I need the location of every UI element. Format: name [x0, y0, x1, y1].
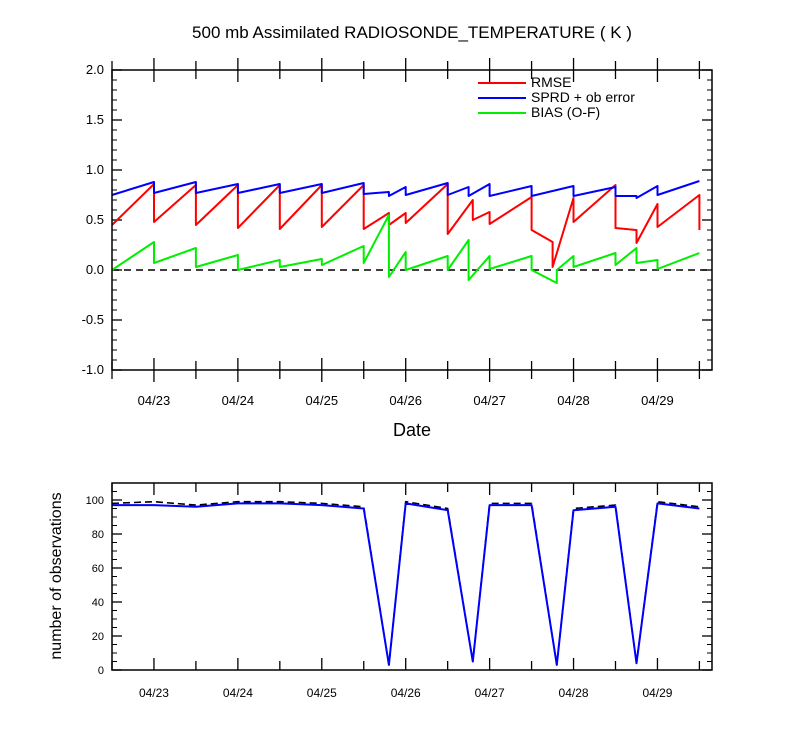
main-x-tick-label: 04/25	[306, 393, 339, 408]
observations-chart-ticks	[111, 482, 712, 671]
main-x-tick-label: 04/28	[557, 393, 590, 408]
obs-x-tick-label: 04/29	[642, 686, 672, 700]
main-y-tick-label: -1.0	[82, 362, 104, 377]
main-series-rmse	[111, 183, 701, 268]
observations-chart-frame	[111, 482, 713, 671]
main-x-tick-label: 04/24	[222, 393, 255, 408]
observations-chart-y-tick-labels: 0 20 40 60 80 100	[86, 495, 104, 677]
main-x-tick-label: 04/29	[641, 393, 674, 408]
legend-label-sprd: SPRD + ob error	[531, 89, 635, 105]
main-y-tick-label: 0.5	[86, 212, 104, 227]
main-chart-frame	[111, 69, 713, 371]
main-x-tick-label: 04/23	[138, 393, 171, 408]
x-axis-label: Date	[393, 420, 431, 440]
main-chart-series	[111, 180, 701, 284]
obs-y-tick-label: 0	[98, 665, 104, 677]
chart-title: 500 mb Assimilated RADIOSONDE_TEMPERATUR…	[192, 23, 632, 42]
main-series-bias-o-f	[111, 214, 700, 284]
main-chart-x-tick-labels: 04/23 04/24 04/25 04/26 04/27 04/28 04/29	[138, 393, 674, 408]
obs-x-tick-label: 04/25	[307, 686, 337, 700]
legend-label-rmse: RMSE	[531, 74, 571, 90]
main-chart-y-tick-labels: -1.0 -0.5 0.0 0.5 1.0 1.5 2.0	[82, 62, 104, 377]
observations-chart-series	[111, 500, 700, 666]
obs-y-tick-label: 20	[92, 631, 104, 643]
main-x-tick-label: 04/27	[473, 393, 506, 408]
legend-label-bias: BIAS (O-F)	[531, 104, 600, 120]
obs-series-observations	[111, 500, 700, 666]
obs-y-tick-label: 100	[86, 495, 104, 507]
obs-x-tick-label: 04/24	[223, 686, 253, 700]
y-axis-label: number of observations	[48, 492, 65, 659]
obs-x-tick-label: 04/26	[391, 686, 421, 700]
main-series-sprd-ob-error	[111, 180, 700, 199]
obs-y-tick-label: 60	[92, 563, 104, 575]
obs-y-tick-label: 80	[92, 529, 104, 541]
observations-chart-x-tick-labels: 04/23 04/24 04/25 04/26 04/27 04/28 04/29	[139, 686, 673, 700]
obs-series-observations-assimilated	[112, 502, 700, 666]
obs-x-tick-label: 04/27	[475, 686, 505, 700]
main-x-tick-label: 04/26	[389, 393, 422, 408]
obs-y-tick-label: 40	[92, 597, 104, 609]
main-y-tick-label: 2.0	[86, 62, 104, 77]
main-chart-panel: 500 mb Assimilated RADIOSONDE_TEMPERATUR…	[82, 23, 713, 440]
obs-x-tick-label: 04/23	[139, 686, 169, 700]
main-chart-ticks	[111, 58, 712, 382]
main-y-tick-label: 0.0	[86, 262, 104, 277]
main-y-tick-label: -0.5	[82, 312, 104, 327]
obs-x-tick-label: 04/28	[559, 686, 589, 700]
main-y-tick-label: 1.5	[86, 112, 104, 127]
legend: RMSE SPRD + ob error BIAS (O-F)	[478, 74, 635, 120]
main-y-tick-label: 1.0	[86, 162, 104, 177]
